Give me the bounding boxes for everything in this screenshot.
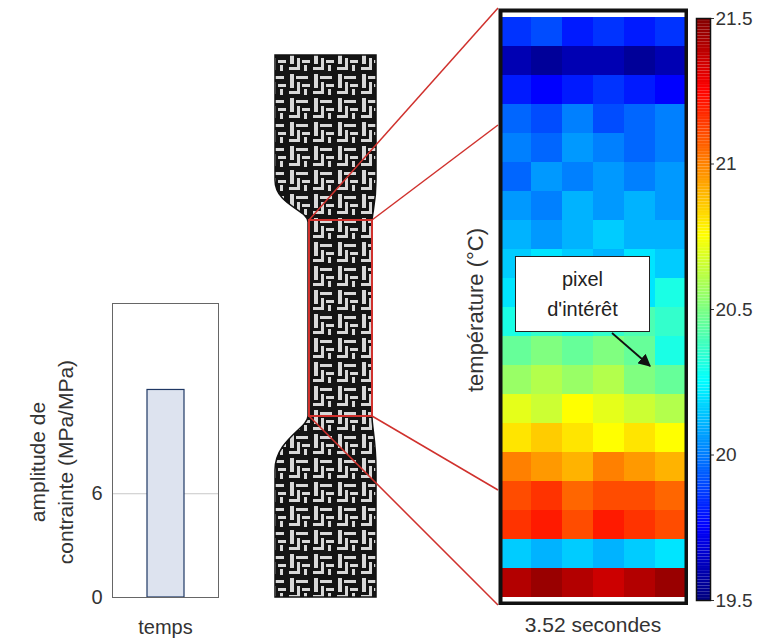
html-text:3.52 secondes: 3.52 secondes: [524, 613, 662, 636]
svg-text:21.5: 21.5: [716, 8, 753, 29]
html-text:d'intérêt: d'intérêt: [547, 298, 618, 320]
svg-text:20.5: 20.5: [716, 299, 753, 320]
svg-text:6: 6: [91, 482, 102, 504]
svg-text:19.5: 19.5: [716, 590, 753, 611]
svg-text:20: 20: [716, 444, 737, 465]
svg-text:0: 0: [91, 586, 102, 608]
html-text:contrainte (MPa/MPa): contrainte (MPa/MPa): [54, 359, 77, 565]
html-text:température (°C): température (°C): [463, 228, 488, 392]
html-text:pixel: pixel: [561, 268, 604, 290]
svg-text:temps: temps: [138, 616, 192, 638]
svg-text:21: 21: [716, 153, 737, 174]
html-text:amplitude de: amplitude de: [26, 401, 49, 523]
